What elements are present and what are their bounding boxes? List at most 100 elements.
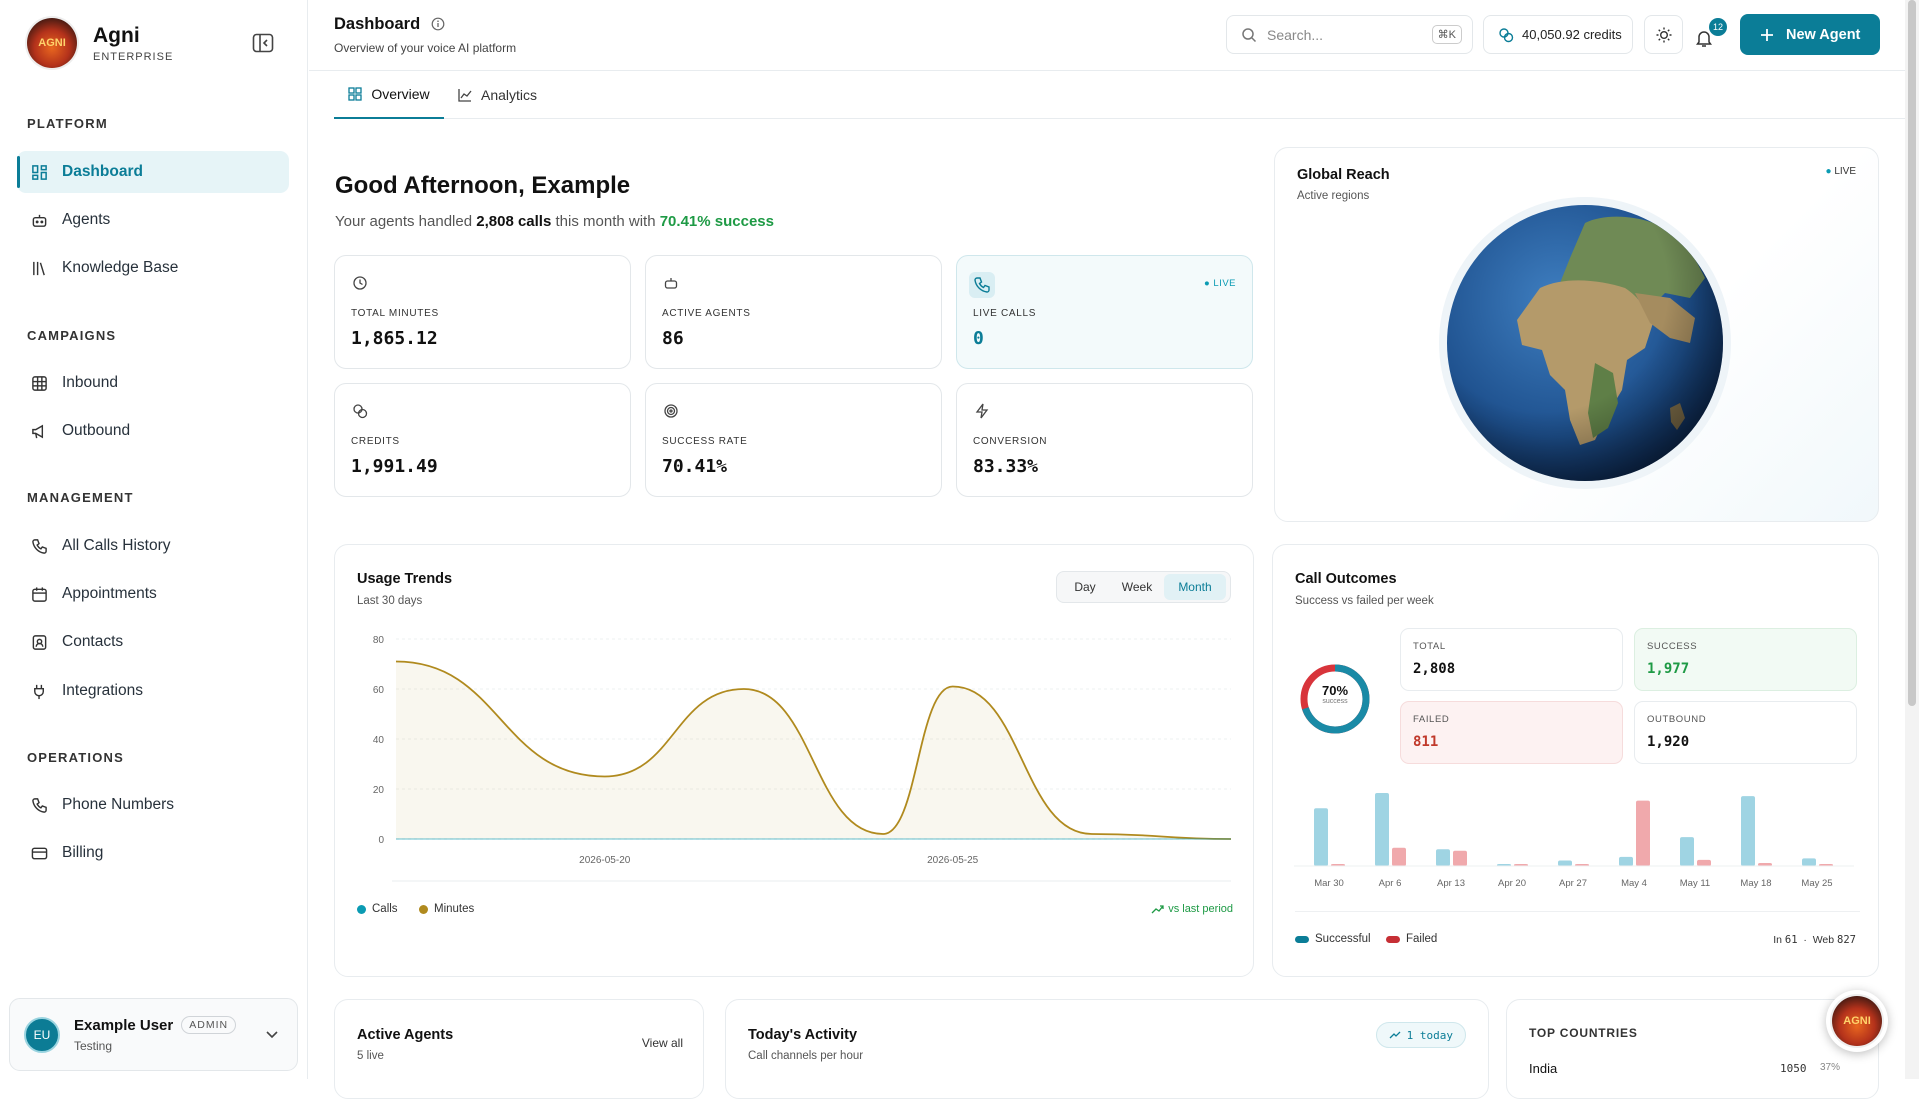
sidebar-item-all-calls-history[interactable]: All Calls History: [17, 525, 289, 567]
bell-icon: [1696, 31, 1712, 47]
sidebar-item-dashboard[interactable]: Dashboard: [17, 151, 289, 193]
legend-calls: Calls: [357, 903, 398, 915]
stat-value: 83.33%: [973, 456, 1039, 477]
credits-button[interactable]: 40,050.92 credits: [1483, 15, 1633, 54]
sidebar-item-agents[interactable]: Agents: [17, 199, 289, 241]
stat-live-calls: ● LIVE LIVE CALLS 0: [956, 255, 1253, 369]
range-month-button[interactable]: Month: [1164, 574, 1226, 600]
sidebar-item-integrations[interactable]: Integrations: [17, 670, 289, 712]
new-agent-button[interactable]: New Agent: [1740, 14, 1880, 55]
stat-label: LIVE CALLS: [973, 308, 1037, 319]
global-reach-card: Global Reach Active regions ● LIVE: [1274, 147, 1879, 522]
donut-center: 70% success: [1295, 683, 1375, 705]
card-title: TOP COUNTRIES: [1529, 1026, 1638, 1040]
series-line-minutes: [395, 660, 1232, 840]
stat-value: 86: [662, 328, 684, 349]
contact-icon: [32, 634, 47, 650]
call-outcomes-card: Call Outcomes Success vs failed per week…: [1272, 544, 1879, 977]
avatar: EU: [24, 1016, 60, 1053]
page-scrollbar[interactable]: [1905, 0, 1919, 1079]
phone-icon: [32, 538, 47, 554]
tab-analytics[interactable]: Analytics: [458, 71, 537, 119]
x-tick-label: Apr 27: [1559, 878, 1587, 889]
sidebar-item-appointments[interactable]: Appointments: [17, 573, 289, 615]
weekly-outcomes-chart[interactable]: Mar 30 Apr 6 Apr 13 Apr 20 Apr 27 May 4 May 11…: [1294, 780, 1857, 895]
web-label: Web: [1812, 934, 1835, 946]
sidebar-item-billing[interactable]: Billing: [17, 832, 289, 874]
card-title: Global Reach: [1297, 167, 1390, 183]
plug-icon: [34, 684, 44, 699]
sidebar-item-inbound[interactable]: Inbound: [17, 362, 289, 404]
search-input[interactable]: Search... ⌘K: [1226, 15, 1473, 54]
web-value: 827: [1837, 934, 1856, 946]
x-tick-label: May 11: [1680, 878, 1710, 889]
success-donut[interactable]: [1295, 659, 1375, 739]
card-title: Usage Trends: [357, 571, 453, 587]
new-agent-label: New Agent: [1786, 26, 1861, 43]
bar-failed: [1636, 800, 1650, 866]
view-all-link[interactable]: View all: [641, 1036, 683, 1050]
tab-overview[interactable]: Overview: [334, 71, 444, 119]
sidebar-item-knowledge-base[interactable]: Knowledge Base: [17, 247, 289, 289]
in-label: In: [1773, 934, 1782, 946]
x-tick-label: 2026-05-25: [927, 855, 979, 866]
country-name: India: [1529, 1061, 1558, 1076]
sidebar-item-label: All Calls History: [62, 537, 171, 554]
sun-icon: [1656, 27, 1671, 42]
sidebar-item-contacts[interactable]: Contacts: [17, 621, 289, 663]
table-icon: [32, 375, 47, 391]
y-tick-label: 0: [378, 835, 384, 846]
brand[interactable]: AGNI Agni ENTERPRISE: [27, 18, 173, 68]
notifications-button[interactable]: 12: [1694, 18, 1727, 52]
y-tick-label: 60: [373, 685, 385, 696]
in-value: 61: [1784, 934, 1798, 946]
range-week-button[interactable]: Week: [1121, 580, 1153, 594]
stat-value: 1,865.12: [351, 328, 438, 349]
brand-logo: AGNI: [27, 18, 77, 68]
sidebar-item-label: Inbound: [62, 374, 119, 391]
country-percent: 37%: [1820, 1062, 1841, 1073]
mini-success: SUCCESS 1,977: [1634, 628, 1857, 691]
bar-successful: [1619, 856, 1633, 866]
stat-credits: CREDITS 1,991.49: [334, 383, 631, 497]
notification-count-badge: 12: [1709, 18, 1727, 36]
card-title: Today's Activity: [748, 1027, 858, 1043]
bar-failed: [1453, 850, 1467, 866]
bot-icon: [664, 278, 678, 289]
stat-total-minutes: TOTAL MINUTES 1,865.12: [334, 255, 631, 369]
user-name: Example User: [74, 1017, 174, 1034]
range-day-button[interactable]: Day: [1074, 580, 1096, 594]
section-platform: PLATFORM: [27, 116, 108, 131]
search-shortcut: ⌘K: [1431, 25, 1462, 44]
brand-tier: ENTERPRISE: [93, 50, 174, 63]
target-icon: [664, 404, 678, 418]
x-tick-label: 2026-05-20: [579, 855, 631, 866]
grid-icon: [32, 164, 47, 180]
collapse-sidebar-icon[interactable]: [252, 33, 274, 53]
legend-minutes: Minutes: [419, 903, 474, 915]
x-tick-label: Mar 30: [1314, 878, 1344, 889]
info-icon[interactable]: [431, 17, 445, 31]
section-campaigns: CAMPAIGNS: [27, 328, 117, 343]
theme-toggle-button[interactable]: [1644, 15, 1683, 54]
scrollbar-thumb[interactable]: [1908, 0, 1916, 706]
stat-active-agents: ACTIVE AGENTS 86: [645, 255, 942, 369]
greeting-title: Good Afternoon, Example: [335, 172, 631, 199]
coins-icon: [1499, 27, 1514, 42]
sidebar-item-outbound[interactable]: Outbound: [17, 410, 289, 452]
user-menu[interactable]: EU Example User ADMIN Testing: [9, 998, 298, 1071]
bar-successful: [1436, 849, 1450, 866]
sidebar-item-label: Phone Numbers: [62, 796, 175, 813]
card-icon: [31, 847, 48, 859]
globe-image[interactable]: [1435, 193, 1735, 493]
assistant-fab[interactable]: AGNI: [1826, 990, 1888, 1052]
live-indicator: ● LIVE: [1825, 166, 1856, 177]
assistant-logo: AGNI: [1832, 996, 1882, 1046]
stat-value: 70.41%: [662, 456, 728, 477]
zap-icon: [975, 403, 989, 419]
sidebar-item-phone-numbers[interactable]: Phone Numbers: [17, 784, 289, 826]
range-selector: Day Week Month: [1056, 571, 1231, 603]
usage-trends-chart[interactable]: 0 20 40 60 80 2026-05-20 2026-05-25: [356, 625, 1236, 891]
chevron-down-icon: [266, 1031, 278, 1039]
sidebar-item-label: Integrations: [62, 682, 143, 699]
